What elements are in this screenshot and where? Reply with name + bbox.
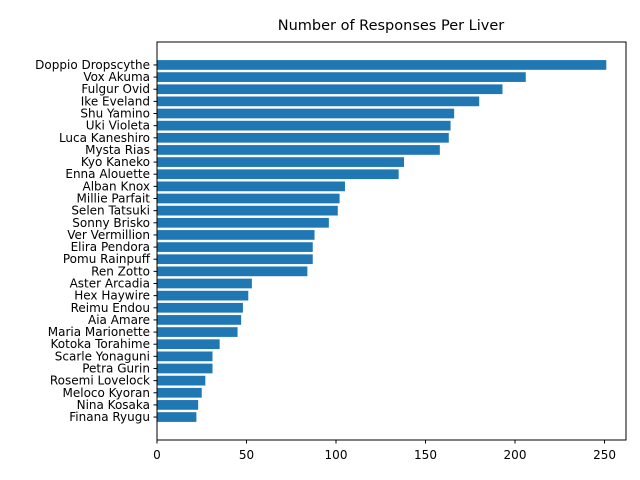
bar: [157, 108, 455, 119]
y-tick-label: Mysta Rias: [85, 143, 150, 157]
y-tick-label: Millie Parfait: [77, 192, 151, 206]
x-axis-ticks: 0 50 100 150 200 250: [153, 440, 616, 462]
bar: [157, 290, 249, 301]
y-tick-label: Hex Haywire: [74, 289, 150, 303]
bar: [157, 169, 399, 180]
y-tick-label: Kyo Kaneko: [81, 155, 150, 169]
bar: [157, 193, 340, 204]
bar: [157, 181, 345, 192]
bar: [157, 60, 607, 70]
y-tick-label: Ver Vermillion: [67, 228, 150, 242]
y-tick-label: Luca Kaneshiro: [59, 131, 150, 145]
y-tick-label: Fulgur Ovid: [81, 82, 150, 96]
y-tick-label: Doppio Dropscythe: [35, 58, 150, 72]
bar: [157, 278, 252, 289]
bar: [157, 205, 338, 216]
bar: [157, 96, 480, 107]
x-tick-label: 250: [593, 448, 616, 462]
bar: [157, 412, 197, 422]
bar: [157, 84, 503, 95]
y-tick-label: Meloco Kyoran: [63, 386, 151, 400]
bar: [157, 145, 440, 155]
bar: [157, 375, 206, 386]
x-tick-label: 50: [239, 448, 254, 462]
bar: [157, 266, 308, 277]
y-tick-label: Uki Violeta: [86, 119, 150, 133]
bar: [157, 72, 526, 82]
bar: [157, 387, 202, 398]
bar: [157, 157, 405, 167]
bar: [157, 400, 199, 410]
bar: [157, 254, 313, 265]
chart-title: Number of Responses Per Liver: [278, 18, 505, 34]
y-tick-label: Scarle Yonaguni: [55, 349, 150, 363]
y-tick-label: Elira Pendora: [71, 240, 150, 254]
y-tick-label: Aia Amare: [88, 313, 150, 327]
bar: [157, 327, 238, 337]
x-tick-label: 0: [153, 448, 161, 462]
y-tick-label: Rosemi Lovelock: [50, 374, 150, 388]
y-tick-label: Ren Zotto: [91, 264, 150, 278]
bar: [157, 217, 329, 228]
bar: [157, 339, 220, 350]
y-tick-label: Kotoka Torahime: [51, 337, 151, 351]
y-tick-label: Enna Alouette: [65, 167, 150, 181]
x-tick-label: 150: [414, 448, 437, 462]
plot-frame: [156, 41, 627, 441]
x-tick-label: 100: [325, 448, 348, 462]
bar: [157, 302, 243, 313]
y-tick-label: Maria Marionette: [48, 325, 150, 339]
bar: [157, 242, 313, 252]
y-tick-label: Shu Yamino: [80, 107, 150, 121]
bar: [157, 363, 213, 374]
y-tick-label: Reimu Endou: [71, 301, 150, 315]
bar: [157, 351, 213, 362]
y-tick-label: Finana Ryugu: [69, 410, 150, 424]
y-tick-label: Selen Tatsuki: [71, 204, 150, 218]
y-tick-label: Alban Knox: [83, 179, 150, 193]
bars-group: [157, 60, 607, 422]
x-tick-label: 200: [504, 448, 527, 462]
y-tick-label: Vox Akuma: [83, 70, 150, 84]
y-tick-label: Ike Eveland: [81, 94, 150, 108]
y-tick-label: Pomu Rainpuff: [63, 252, 151, 266]
y-tick-label: Nina Kosaka: [77, 398, 150, 412]
bar: [157, 132, 449, 143]
y-tick-label: Aster Arcadia: [70, 276, 150, 290]
bar: [157, 315, 242, 325]
y-tick-label: Petra Gurin: [82, 361, 150, 375]
bar: [157, 230, 315, 240]
bar: [157, 120, 451, 131]
y-tick-label: Sonny Brisko: [72, 216, 150, 230]
